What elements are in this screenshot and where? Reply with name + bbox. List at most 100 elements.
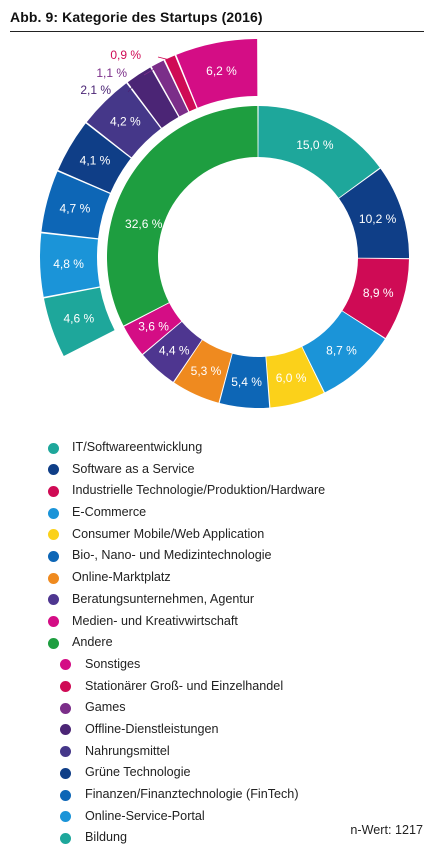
legend-item-finanzen-finanztechnologie-fintech: Finanzen/Finanztechnologie (FinTech)	[48, 784, 325, 806]
breakdown-slice-games	[151, 60, 189, 117]
n-value-note: n-Wert: 1217	[350, 823, 423, 837]
slice-online-marktplatz	[174, 340, 232, 403]
slice-bio-nano-und-medizintechnologie	[219, 353, 270, 408]
legend-swatch	[48, 442, 59, 454]
legend-label: Andere	[72, 635, 113, 650]
slice-label-consumer-mobile-web-application: 6,0 %	[276, 371, 307, 385]
legend-label: Bio-, Nano- und Medizintechnologie	[72, 548, 272, 563]
breakdown-label-games: 1,1 %	[96, 66, 127, 80]
breakdown-slice-bildung	[43, 287, 115, 357]
donut-chart: 15,0 % 10,2 % 8,9 % 8,7 % 6,0 % 5,4 % 5,3 %4,4…	[40, 39, 410, 408]
legend-swatch	[60, 702, 71, 714]
legend-label: IT/Softwareentwicklung	[72, 440, 203, 454]
legend-item-it-softwareentwicklung: IT/Softwareentwicklung	[48, 437, 325, 459]
breakdown-label-stationaerer-gross-und-einzelhandel: 0,9 %	[110, 48, 141, 62]
legend-item-bildung: Bildung	[48, 827, 325, 849]
legend-item-online-marktplatz: Online-Marktplatz	[48, 567, 325, 589]
legend-label: Beratungsunternehmen, Agentur	[72, 591, 255, 606]
slice-label-industrielle-technologie-produktion-hardware: 8,9 %	[363, 286, 394, 300]
slice-consumer-mobile-web-application	[266, 346, 324, 408]
legend-item-stationaerer-gross-und-einzelhandel: Stationärer Groß- und Einzelhandel	[48, 676, 325, 698]
slice-it-softwareentwicklung	[258, 106, 380, 198]
legend-swatch	[60, 789, 71, 801]
legend-item-gruene-technologie: Grüne Technologie	[48, 762, 325, 784]
legend-item-medien-und-kreativwirtschaft: Medien- und Kreativwirtschaft	[48, 611, 325, 633]
legend-swatch	[60, 767, 71, 779]
legend-label: Bildung	[85, 830, 128, 845]
breakdown-slice-stationaerer-gross-und-einzelhandel	[165, 55, 197, 112]
legend-label: Sonstiges	[85, 656, 141, 671]
legend-swatch	[48, 594, 59, 606]
breakdown-label-sonstiges: 6,2 %	[206, 64, 237, 78]
legend-swatch	[60, 724, 71, 736]
slice-label-e-commerce: 8,7 %	[326, 344, 357, 358]
leader-line-stationaerer-gross-und-einzelhandel	[157, 56, 172, 61]
slice-industrielle-technologie-produktion-hardware	[342, 258, 409, 338]
breakdown-label-offline-dienstleistungen: 2,1 %	[80, 83, 111, 97]
chart-title: Abb. 9: Kategorie des Startups (2016)	[10, 9, 263, 25]
legend-swatch	[60, 811, 71, 823]
legend-item-consumer-mobile-web-application: Consumer Mobile/Web Application	[48, 524, 325, 546]
breakdown-label-online-service-portal: 4,8 %	[53, 257, 84, 271]
legend-swatch	[48, 485, 59, 497]
segment-labels: 15,0 % 10,2 % 8,9 % 8,7 % 6,0 % 5,4 % 5,3 %4,4…	[53, 48, 396, 389]
legend-swatch	[48, 550, 59, 562]
slice-software-as-a-service	[339, 168, 410, 259]
slice-label-beratungsunternehmen-agentur: 4,4 %	[159, 343, 190, 357]
legend-label: Finanzen/Finanztechnologie (FinTech)	[85, 787, 299, 801]
legend-item-andere: Andere	[48, 632, 325, 654]
main-donut-ring	[107, 106, 410, 408]
leader-lines	[127, 56, 172, 93]
slice-label-andere: 32,6 %	[125, 217, 163, 231]
breakdown-label-gruene-technologie: 4,1 %	[80, 153, 111, 167]
breakdown-slice-offline-dienstleistungen	[127, 67, 179, 128]
title-divider	[10, 31, 424, 32]
legend-swatch	[60, 681, 71, 693]
legend-item-sonstiges: Sonstiges	[48, 654, 325, 676]
legend-label: Software as a Service	[72, 461, 195, 476]
slice-label-bio-nano-und-medizintechnologie: 5,4 %	[231, 375, 262, 389]
legend-label: Medien- und Kreativwirtschaft	[72, 613, 238, 628]
slice-label-it-softwareentwicklung: 15,0 %	[296, 138, 334, 152]
slice-label-software-as-a-service: 10,2 %	[359, 212, 397, 226]
breakdown-label-nahrungsmittel: 4,2 %	[110, 115, 141, 129]
breakdown-slice-gruene-technologie	[58, 123, 131, 193]
slice-andere	[107, 106, 258, 326]
legend-item-software-as-a-service: Software as a Service	[48, 459, 325, 481]
breakdown-slice-nahrungsmittel	[86, 83, 161, 158]
legend-label: E-Commerce	[72, 505, 147, 520]
breakdown-label-finanzen-finanztechnologie-fintech: 4,7 %	[60, 201, 91, 215]
legend-label: Consumer Mobile/Web Application	[72, 526, 265, 541]
legend-swatch	[48, 507, 59, 519]
legend-swatch	[48, 464, 59, 476]
breakdown-slice-sonstiges	[176, 39, 258, 108]
legend-item-games: Games	[48, 697, 325, 719]
breakdown-slice-online-service-portal	[40, 233, 100, 297]
leader-line-offline-dienstleistungen	[127, 76, 141, 93]
legend: IT/Softwareentwicklung Software as a Serv…	[48, 437, 325, 849]
legend-label: Games	[85, 700, 126, 715]
legend-swatch	[60, 659, 71, 671]
legend-item-e-commerce: E-Commerce	[48, 502, 325, 524]
leader-line-games	[143, 65, 160, 76]
legend-label: Online-Service-Portal	[85, 808, 205, 823]
legend-label: Stationärer Groß- und Einzelhandel	[85, 678, 284, 693]
slice-medien-und-kreativwirtschaft	[124, 303, 182, 354]
breakdown-slice-finanzen-finanztechnologie-fintech	[41, 171, 110, 239]
legend-swatch	[60, 746, 71, 758]
legend-item-beratungsunternehmen-agentur: Beratungsunternehmen, Agentur	[48, 589, 325, 611]
legend-label: Nahrungsmittel	[85, 743, 170, 758]
breakdown-label-bildung: 4,6 %	[63, 312, 94, 326]
legend-swatch	[48, 529, 59, 541]
legend-swatch	[48, 572, 59, 584]
legend-item-bio-nano-und-medizintechnologie: Bio-, Nano- und Medizintechnologie	[48, 545, 325, 567]
slice-beratungsunternehmen-agentur	[143, 321, 202, 382]
legend-item-offline-dienstleistungen: Offline-Dienstleistungen	[48, 719, 325, 741]
legend-label: Industrielle Technologie/Produktion/Hard…	[72, 483, 326, 498]
legend-label: Offline-Dienstleistungen	[85, 721, 219, 736]
slice-e-commerce	[302, 311, 385, 393]
legend-item-industrielle-technologie-produktion-hardware: Industrielle Technologie/Produktion/Hard…	[48, 480, 325, 502]
slice-label-medien-und-kreativwirtschaft: 3,6 %	[138, 320, 169, 334]
slice-label-online-marktplatz: 5,3 %	[191, 364, 222, 378]
andere-breakdown-ring	[40, 39, 258, 357]
